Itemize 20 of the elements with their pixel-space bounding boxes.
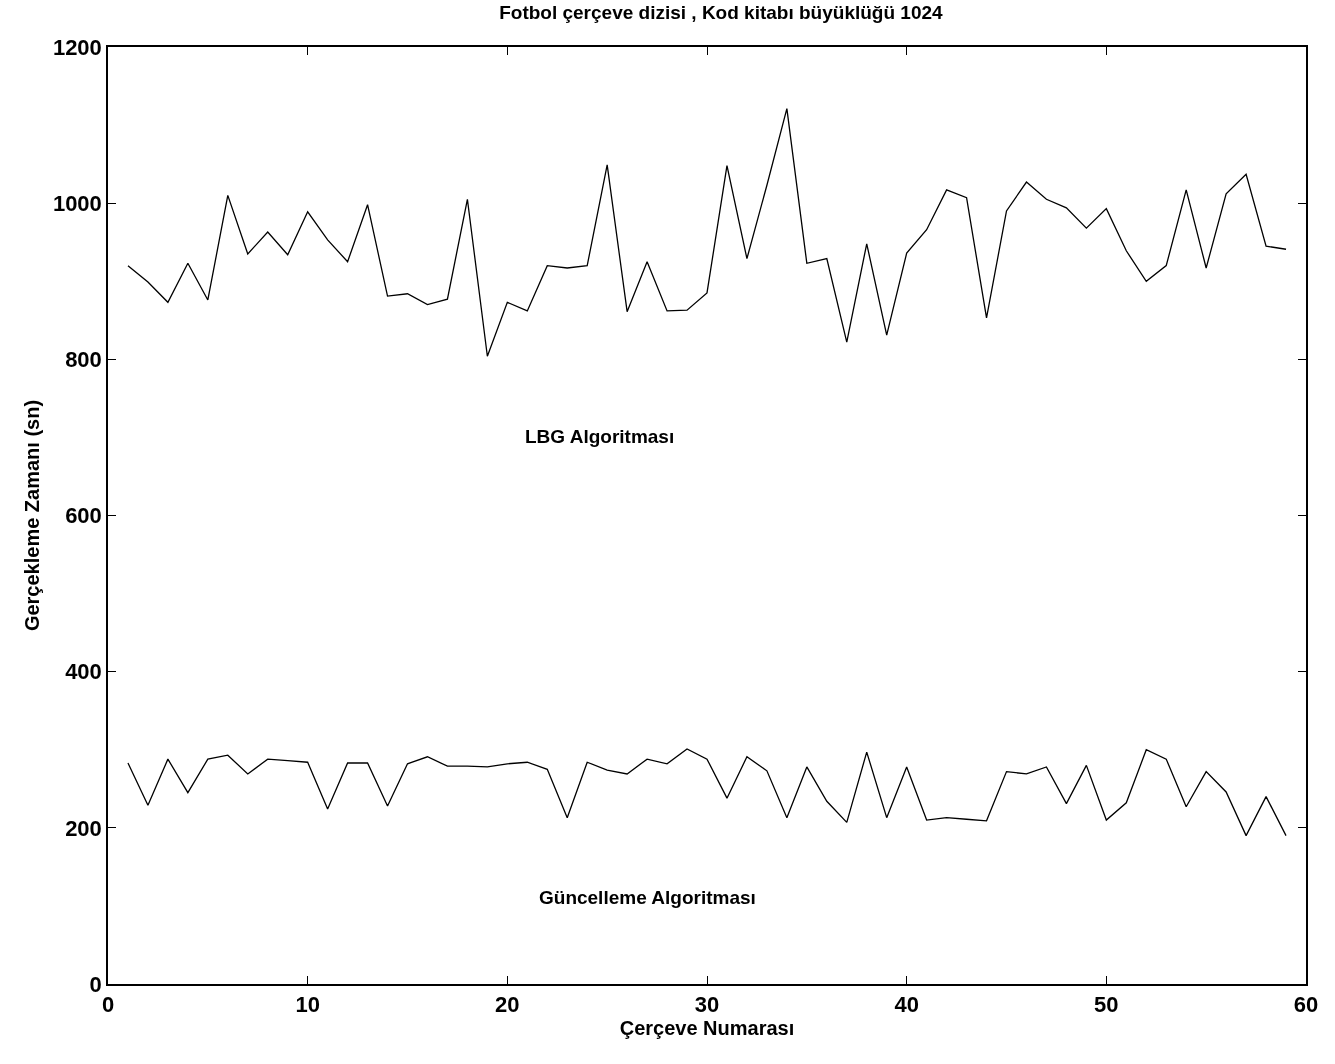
y-tick-label: 1000: [52, 190, 102, 216]
line-series: [127, 748, 1287, 837]
annotation: Güncelleme Algoritması: [539, 887, 756, 908]
x-axis-title: Çerçeve Numarası: [619, 1017, 795, 1040]
y-tick-label: 200: [65, 815, 102, 841]
x-tick-label: 30: [694, 992, 720, 1018]
x-tick-label: 40: [894, 992, 919, 1018]
x-tick-label: 20: [495, 992, 520, 1018]
y-axis-title: Gerçekleme Zamanı (sn): [20, 399, 43, 632]
line-series: [127, 108, 1287, 357]
annotation: LBG Algoritması: [525, 426, 675, 447]
y-tick-label: 600: [65, 503, 102, 529]
y-tick-label: 1200: [52, 34, 102, 60]
y-tick-label: 800: [65, 347, 102, 373]
x-tick-label: 60: [1293, 992, 1319, 1018]
x-tick-label: 10: [295, 992, 320, 1018]
chart-title: Fotbol çerçeve dizisi , Kod kitabı büyüklüğü 1024: [499, 1, 944, 23]
y-tick-label: 0: [89, 971, 102, 997]
x-tick-label: 50: [1094, 992, 1119, 1018]
y-tick-label: 400: [65, 659, 102, 685]
